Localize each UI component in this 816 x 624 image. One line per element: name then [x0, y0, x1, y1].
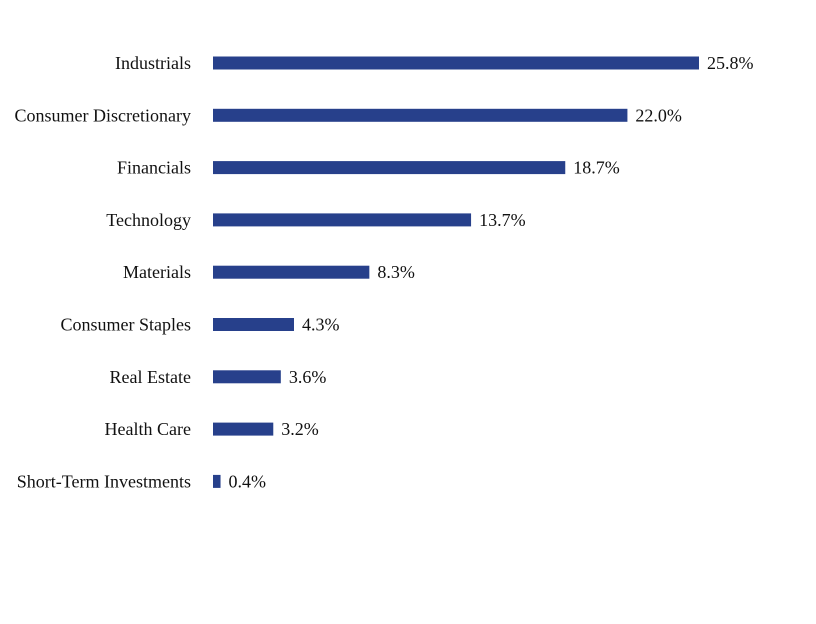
- bar: [213, 370, 281, 384]
- bar: [213, 318, 294, 331]
- value-label: 25.8%: [707, 53, 754, 73]
- bar: [213, 213, 472, 227]
- bars-layer: [213, 56, 699, 488]
- category-label: Financials: [117, 158, 191, 178]
- category-label: Short-Term Investments: [17, 471, 191, 491]
- category-label: Health Care: [105, 419, 191, 439]
- bar: [213, 56, 699, 70]
- value-label: 13.7%: [479, 210, 526, 230]
- bar: [213, 422, 274, 436]
- category-label: Technology: [106, 210, 191, 230]
- bar: [213, 474, 221, 488]
- category-label: Consumer Staples: [61, 315, 192, 335]
- bar: [213, 108, 628, 122]
- category-label: Industrials: [115, 53, 191, 73]
- category-label: Real Estate: [110, 367, 191, 387]
- value-label: 0.4%: [229, 471, 267, 491]
- category-label: Consumer Discretionary: [15, 105, 191, 125]
- value-label: 3.2%: [281, 419, 319, 439]
- bar: [213, 161, 566, 175]
- value-label: 22.0%: [635, 105, 682, 125]
- labels-layer: Industrials 25.8% Consumer Discretionary 22…: [15, 53, 754, 491]
- bar: [213, 265, 370, 279]
- value-label: 8.3%: [377, 262, 415, 282]
- value-label: 18.7%: [573, 158, 620, 178]
- category-label: Materials: [123, 262, 191, 282]
- value-label: 4.3%: [302, 315, 340, 335]
- value-label: 3.6%: [289, 367, 327, 387]
